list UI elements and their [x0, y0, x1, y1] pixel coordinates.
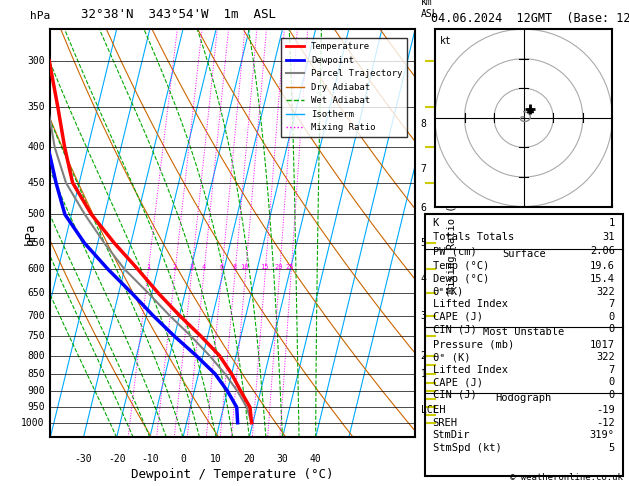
Text: 0: 0 [608, 390, 615, 400]
Text: 20: 20 [274, 264, 283, 270]
Text: 10: 10 [240, 264, 249, 270]
Text: -19: -19 [596, 405, 615, 415]
Text: 850: 850 [27, 369, 45, 379]
Text: EH: EH [433, 405, 445, 415]
Text: Lifted Index: Lifted Index [433, 365, 508, 375]
Text: 750: 750 [27, 331, 45, 341]
Text: 900: 900 [27, 386, 45, 396]
Text: 950: 950 [27, 402, 45, 412]
Text: 5: 5 [608, 443, 615, 453]
Text: 2: 2 [172, 264, 177, 270]
Text: hPa: hPa [24, 222, 36, 244]
Text: 1: 1 [421, 369, 426, 379]
Legend: Temperature, Dewpoint, Parcel Trajectory, Dry Adiabat, Wet Adiabat, Isotherm, Mi: Temperature, Dewpoint, Parcel Trajectory… [281, 38, 407, 137]
Text: 19.6: 19.6 [590, 261, 615, 271]
Text: StmDir: StmDir [433, 431, 470, 440]
Text: 600: 600 [27, 264, 45, 274]
Text: 4: 4 [201, 264, 206, 270]
Text: LCL: LCL [421, 405, 438, 416]
Text: 0: 0 [608, 312, 615, 322]
Text: 7: 7 [608, 299, 615, 309]
Text: 7: 7 [608, 365, 615, 375]
Text: 5: 5 [421, 238, 426, 248]
Text: CAPE (J): CAPE (J) [433, 312, 482, 322]
Text: 0: 0 [608, 324, 615, 334]
Text: 650: 650 [27, 288, 45, 298]
Text: CIN (J): CIN (J) [433, 390, 476, 400]
Text: StmSpd (kt): StmSpd (kt) [433, 443, 501, 453]
Text: Totals Totals: Totals Totals [433, 232, 514, 242]
Text: 0: 0 [608, 377, 615, 387]
Text: K: K [433, 218, 439, 228]
Text: Hodograph: Hodograph [496, 393, 552, 402]
Text: 20: 20 [243, 454, 255, 464]
Text: 1017: 1017 [590, 340, 615, 349]
Text: 800: 800 [27, 351, 45, 361]
Text: 1000: 1000 [21, 418, 45, 428]
Text: -12: -12 [596, 418, 615, 428]
Text: 10: 10 [210, 454, 222, 464]
Text: 400: 400 [27, 142, 45, 152]
Text: 2.06: 2.06 [590, 246, 615, 256]
Text: 30: 30 [277, 454, 288, 464]
Text: 1: 1 [608, 218, 615, 228]
Text: 450: 450 [27, 178, 45, 188]
Text: 322: 322 [596, 352, 615, 362]
Text: Surface: Surface [502, 249, 545, 259]
Text: 31: 31 [603, 232, 615, 242]
Text: 3: 3 [421, 311, 426, 321]
Text: Pressure (mb): Pressure (mb) [433, 340, 514, 349]
Text: 319°: 319° [590, 431, 615, 440]
Text: 7: 7 [421, 164, 426, 174]
Text: 4: 4 [421, 274, 426, 284]
Text: -20: -20 [108, 454, 125, 464]
Text: Mixing Ratio (g/kg): Mixing Ratio (g/kg) [447, 174, 457, 293]
Text: km
ASL: km ASL [421, 0, 438, 19]
Text: 700: 700 [27, 311, 45, 321]
Text: Most Unstable: Most Unstable [483, 327, 564, 337]
Text: Dewp (°C): Dewp (°C) [433, 274, 489, 284]
Text: 2: 2 [421, 351, 426, 361]
Text: 1: 1 [146, 264, 150, 270]
Text: 322: 322 [596, 287, 615, 296]
Text: 32°38'N  343°54'W  1m  ASL: 32°38'N 343°54'W 1m ASL [81, 8, 276, 21]
Text: 8: 8 [421, 119, 426, 129]
Text: SREH: SREH [433, 418, 457, 428]
Text: Temp (°C): Temp (°C) [433, 261, 489, 271]
Text: © weatheronline.co.uk: © weatheronline.co.uk [510, 473, 623, 482]
Text: 15: 15 [260, 264, 269, 270]
Text: -30: -30 [75, 454, 92, 464]
Text: 6: 6 [421, 203, 426, 213]
Text: 15.4: 15.4 [590, 274, 615, 284]
Text: Lifted Index: Lifted Index [433, 299, 508, 309]
Text: 3: 3 [189, 264, 193, 270]
Text: 40: 40 [309, 454, 321, 464]
Text: 25: 25 [286, 264, 294, 270]
Text: Dewpoint / Temperature (°C): Dewpoint / Temperature (°C) [131, 468, 334, 481]
Text: 500: 500 [27, 209, 45, 219]
Text: hPa: hPa [30, 11, 50, 21]
Text: CAPE (J): CAPE (J) [433, 377, 482, 387]
Text: PW (cm): PW (cm) [433, 246, 476, 256]
Text: 300: 300 [27, 56, 45, 66]
Text: 350: 350 [27, 102, 45, 112]
Text: 0: 0 [180, 454, 186, 464]
Text: CIN (J): CIN (J) [433, 324, 476, 334]
Text: 8: 8 [232, 264, 237, 270]
Text: 04.06.2024  12GMT  (Base: 12): 04.06.2024 12GMT (Base: 12) [431, 12, 629, 25]
Text: kt: kt [440, 36, 452, 46]
Text: -10: -10 [141, 454, 159, 464]
Text: 550: 550 [27, 238, 45, 248]
Text: 6: 6 [219, 264, 223, 270]
Text: θᵉ (K): θᵉ (K) [433, 352, 470, 362]
Text: θᵉ(K): θᵉ(K) [433, 287, 464, 296]
